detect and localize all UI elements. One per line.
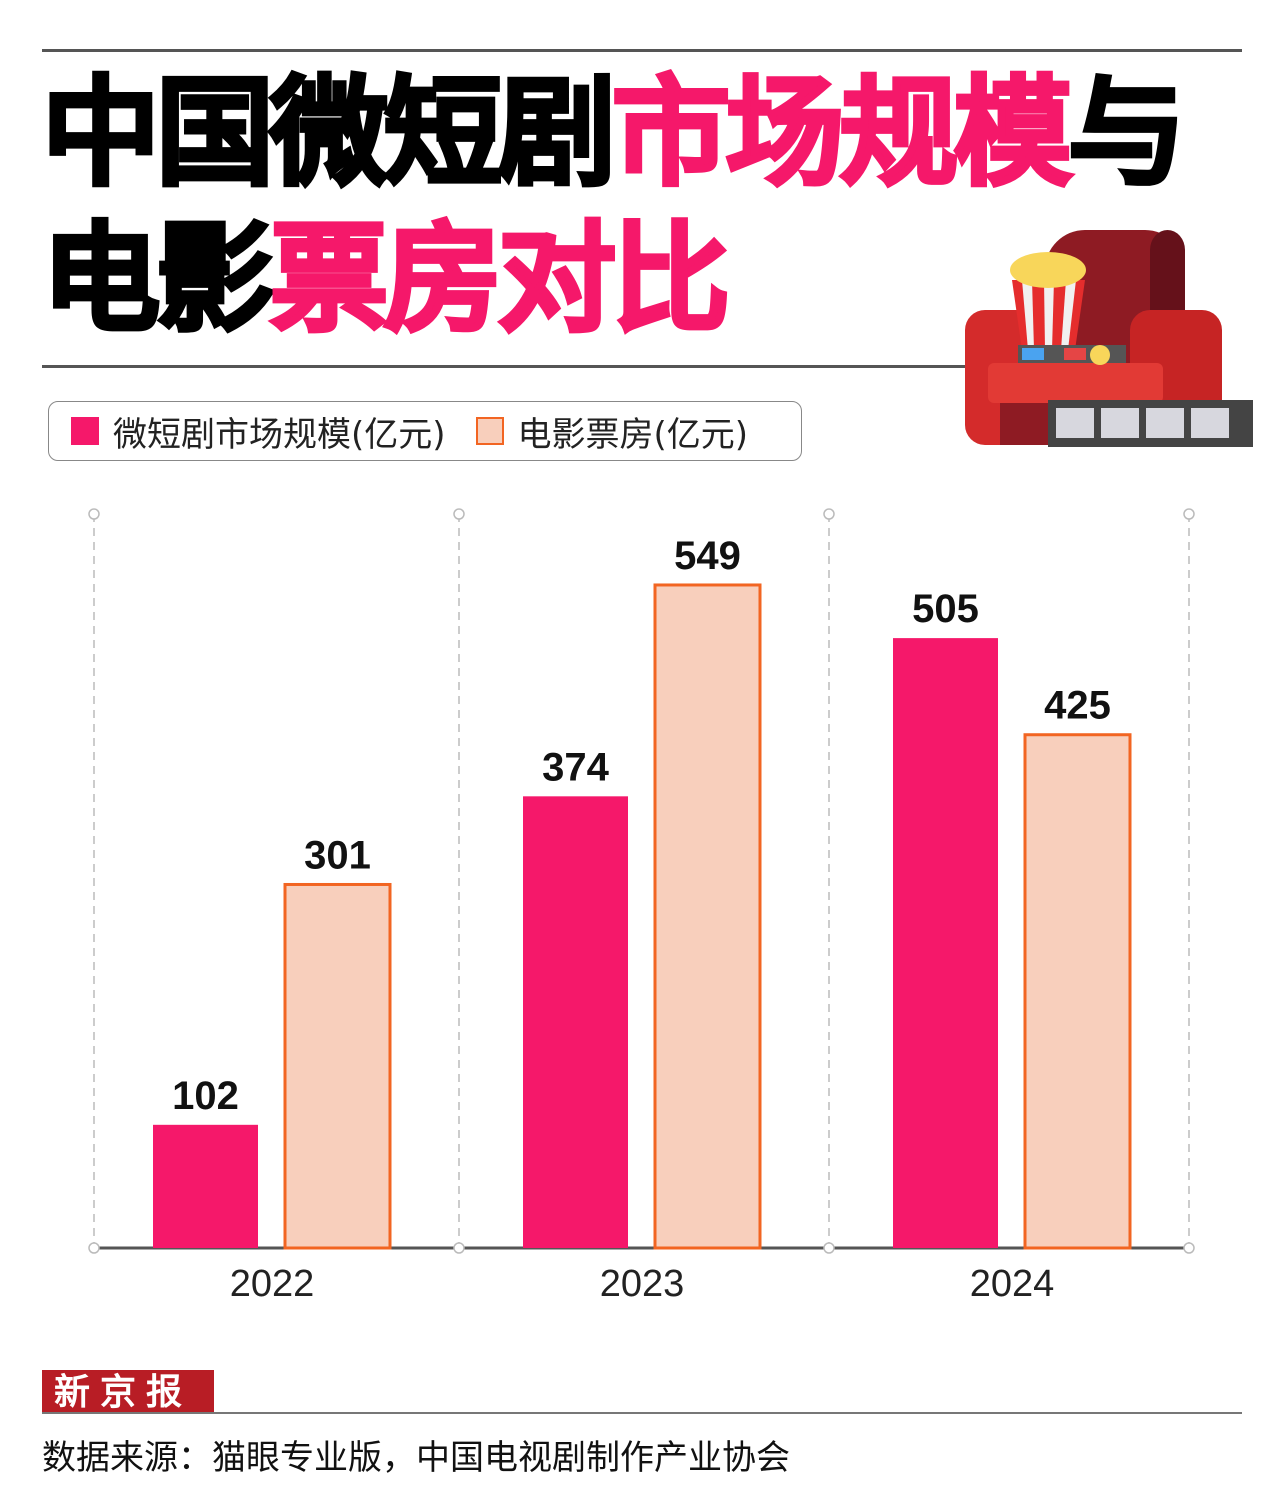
x-tick-label: 2024 xyxy=(970,1263,1055,1305)
xinjingbao-logo: 新京报 xyxy=(42,1370,214,1414)
chart-legend: 微短剧市场规模(亿元) 电影票房(亿元) xyxy=(48,401,802,461)
x-tick-label: 2022 xyxy=(230,1263,315,1305)
legend-swatch-short-drama xyxy=(71,417,99,445)
gridline-cap xyxy=(1183,508,1195,520)
title-line-2: 电影票房对比 xyxy=(40,218,732,340)
gridline-cap xyxy=(453,508,465,520)
bar-box-office-2024 xyxy=(1023,733,1132,1250)
axis-tick xyxy=(88,1242,100,1254)
title-highlight: 市场规模 xyxy=(610,64,1074,202)
data-label: 374 xyxy=(542,745,609,789)
gridline-cap xyxy=(823,508,835,520)
bar-short-drama-2022 xyxy=(153,1124,258,1248)
data-label: 102 xyxy=(172,1074,239,1118)
data-label: 505 xyxy=(912,587,979,631)
data-source: 数据来源：猫眼专业版，中国电视剧制作产业协会 xyxy=(42,1438,790,1478)
title-line-1: 中国微短剧市场规模与 xyxy=(40,72,1188,194)
axis-tick xyxy=(823,1242,835,1254)
bar-box-office-2022 xyxy=(283,882,392,1250)
x-tick-label: 2023 xyxy=(600,1263,685,1305)
data-label: 425 xyxy=(1044,684,1111,728)
bar-chart: 102 301 2022 374 549 2023 505 425 2024 xyxy=(88,508,1195,1305)
legend-label-short-drama: 微短剧市场规模(亿元) xyxy=(113,414,446,455)
footer-rule xyxy=(42,1412,1242,1414)
title-part: 中国微短剧 xyxy=(40,64,618,202)
top-rule xyxy=(42,49,1242,52)
legend-label-box-office: 电影票房(亿元) xyxy=(517,414,749,455)
data-label: 549 xyxy=(674,534,741,578)
axis-tick xyxy=(1183,1242,1195,1254)
legend-swatch-box-office xyxy=(475,417,504,445)
cinema-seat-illustration xyxy=(965,230,1253,447)
title-rule xyxy=(42,365,972,368)
axis-tick xyxy=(453,1242,465,1254)
title-highlight: 票房对比 xyxy=(268,210,732,348)
bar-short-drama-2023 xyxy=(523,796,628,1248)
title-part: 电影 xyxy=(40,210,276,348)
gridline-cap xyxy=(88,508,100,520)
bar-box-office-2023 xyxy=(653,583,762,1250)
title-part: 与 xyxy=(1066,64,1188,202)
bar-short-drama-2024 xyxy=(893,638,998,1248)
data-label: 301 xyxy=(304,833,371,877)
